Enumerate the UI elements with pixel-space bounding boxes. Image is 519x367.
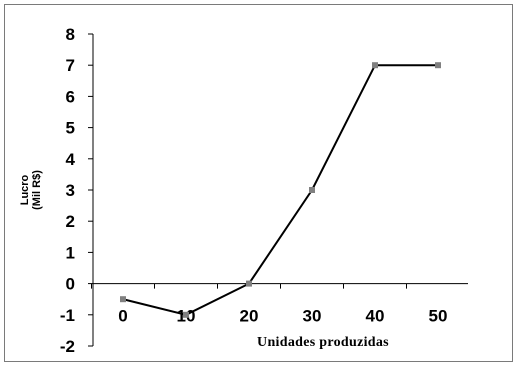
data-point-20: [246, 280, 252, 287]
y-tick-label: -2: [60, 337, 75, 356]
data-point-40: [372, 62, 378, 69]
x-tick-label: 50: [429, 307, 448, 326]
x-tick-label: 30: [303, 307, 322, 326]
x-axis-label: Unidades produzidas: [257, 335, 389, 350]
y-tick-label: 5: [66, 119, 75, 138]
data-point-10: [183, 311, 189, 318]
y-axis: -2 -1 0 1 2 3 4 5 6 7 8: [60, 25, 94, 356]
y-tick-label: 6: [66, 87, 75, 106]
y-tick-label: 7: [66, 56, 75, 75]
y-tick-label: -1: [60, 306, 75, 325]
y-tick-label: 3: [66, 181, 75, 200]
data-point-0: [120, 296, 126, 303]
x-tick-label: 40: [366, 307, 385, 326]
chart-frame: [4, 4, 513, 362]
y-axis-label-line1: Lucro: [19, 174, 31, 205]
series-line: [122, 64, 438, 316]
data-point-30: [309, 187, 315, 193]
y-tick-label: 1: [66, 243, 75, 262]
data-point-50: [435, 62, 441, 69]
x-tick-label: 20: [240, 307, 259, 326]
y-tick-label: 4: [66, 150, 76, 169]
y-tick-label: 8: [66, 25, 75, 44]
y-tick-label: 0: [66, 275, 75, 294]
y-axis-label-line2: (Mil R$): [31, 170, 43, 210]
x-tick-label: 0: [118, 307, 127, 326]
series-lucro: [120, 62, 441, 318]
y-tick-label: 2: [66, 212, 75, 231]
